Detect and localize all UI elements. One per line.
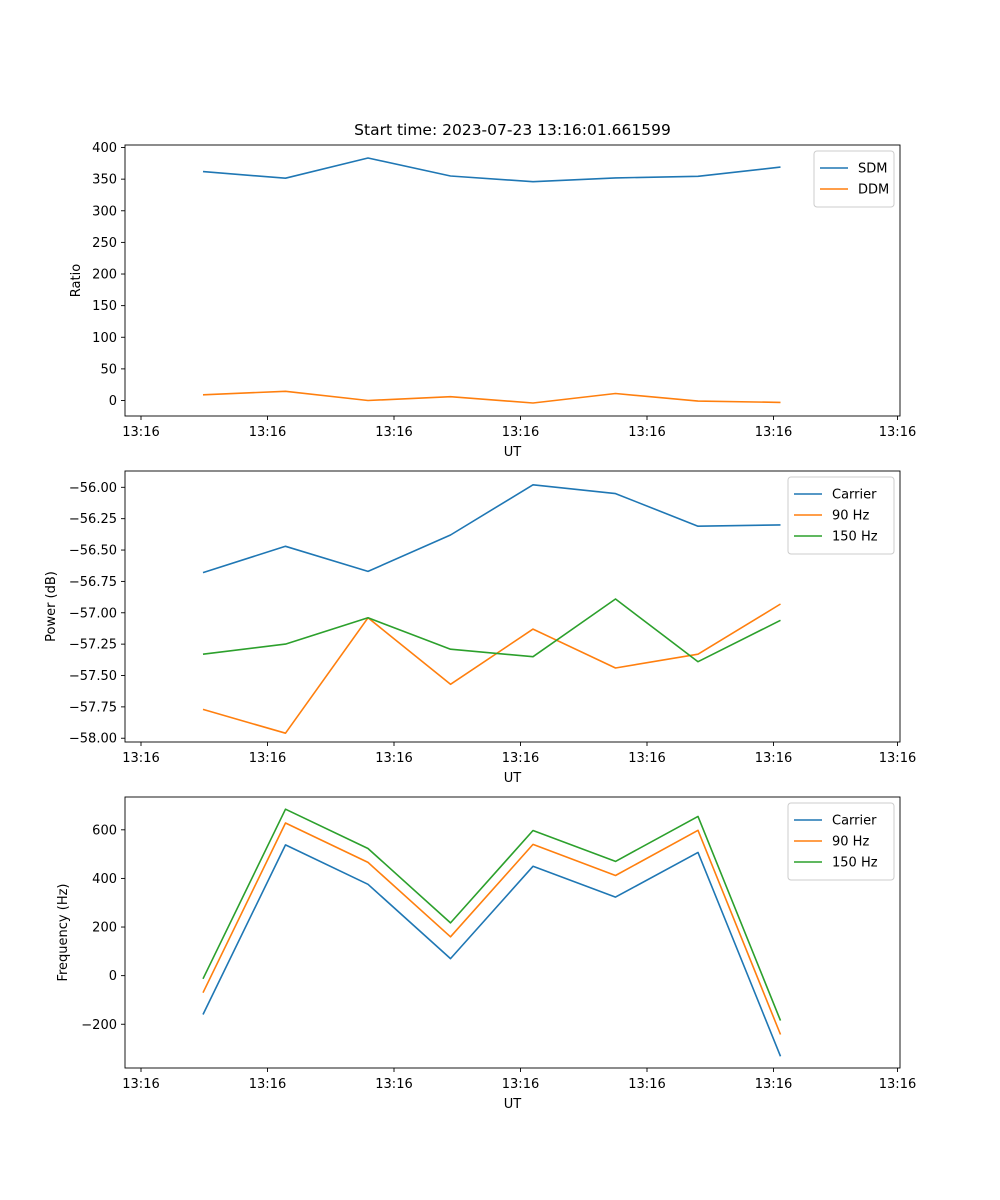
- legend-entry: 90 Hz: [832, 835, 869, 850]
- series-line-carrier: [202, 483, 781, 574]
- y-tick-label: 250: [92, 236, 117, 251]
- y-tick-label: 150: [92, 299, 117, 314]
- y-tick-label: 200: [92, 921, 117, 936]
- y-tick-label: 200: [92, 268, 117, 283]
- y-tick-label: −58.00: [69, 732, 117, 747]
- series-line-90-hz: [202, 822, 782, 1035]
- x-tick-label: 13:16: [375, 425, 412, 440]
- y-axis-label: Ratio: [69, 264, 84, 297]
- series-line-carrier: [202, 844, 782, 1057]
- y-tick-label: −57.75: [69, 700, 117, 715]
- legend-box: [813, 150, 895, 208]
- legend-entry: 90 Hz: [832, 509, 869, 524]
- x-tick-label: 13:16: [628, 425, 665, 440]
- y-tick-label: −56.50: [69, 544, 117, 559]
- y-tick-label: −57.50: [69, 669, 117, 684]
- x-tick-label: 13:16: [879, 1077, 916, 1092]
- y-tick-label: −200: [81, 1018, 117, 1033]
- legend-entry: SDM: [858, 162, 887, 177]
- x-tick-label: 13:16: [249, 1077, 286, 1092]
- x-tick-label: 13:16: [628, 751, 665, 766]
- x-tick-label: 13:16: [122, 1077, 159, 1092]
- x-tick-label: 13:16: [755, 751, 792, 766]
- x-tick-label: 13:16: [249, 425, 286, 440]
- series-line-150-hz: [202, 808, 782, 1021]
- subplot-3: −200 0 200 400 600 13:16 13:16 13:16 13:16 13:16 1…: [56, 796, 916, 1112]
- legend-entry: 150 Hz: [832, 856, 878, 871]
- x-tick-label: 13:16: [755, 1077, 792, 1092]
- axes-frame: [124, 470, 901, 743]
- legend: Carrier 90 Hz 150 Hz: [787, 802, 895, 881]
- x-tick-label: 13:16: [249, 751, 286, 766]
- axes-frame: [124, 144, 901, 417]
- x-tick-label: 13:16: [628, 1077, 665, 1092]
- x-tick-label: 13:16: [502, 1077, 539, 1092]
- y-axis-label: Frequency (Hz): [56, 883, 71, 981]
- subplot-2: −58.00 −57.75 −57.50 −57.25 −57.00 −56.75 −56.…: [44, 470, 916, 786]
- x-axis-label: UT: [504, 771, 522, 786]
- y-tick-label: −57.00: [69, 606, 117, 621]
- x-tick-label: 13:16: [879, 751, 916, 766]
- x-tick-label: 13:16: [122, 751, 159, 766]
- y-axis-label: Power (dB): [44, 571, 59, 642]
- y-tick-label: 600: [92, 823, 117, 838]
- legend: Carrier 90 Hz 150 Hz: [787, 476, 895, 555]
- series-line-ddm: [202, 390, 781, 404]
- legend-entry: DDM: [858, 183, 889, 198]
- axes-frame: [124, 796, 901, 1069]
- x-tick-label: 13:16: [755, 425, 792, 440]
- y-tick-label: 400: [92, 141, 117, 156]
- legend-entry: 150 Hz: [832, 530, 878, 545]
- y-tick-label: 0: [109, 969, 117, 984]
- y-tick-label: 100: [92, 331, 117, 346]
- legend-box: [787, 476, 895, 555]
- x-tick-label: 13:16: [122, 425, 159, 440]
- legend-entry: Carrier: [832, 814, 877, 829]
- y-tick-label: −57.25: [69, 638, 117, 653]
- series-line-150-hz: [202, 598, 781, 663]
- x-tick-label: 13:16: [502, 751, 539, 766]
- y-tick-label: 350: [92, 173, 117, 188]
- x-axis-label: UT: [504, 1097, 522, 1112]
- legend-entry: Carrier: [832, 488, 877, 503]
- y-tick-label: 50: [100, 362, 117, 377]
- x-axis-label: UT: [504, 445, 522, 460]
- x-tick-label: 13:16: [879, 425, 916, 440]
- y-tick-label: −56.75: [69, 575, 117, 590]
- x-tick-label: 13:16: [375, 1077, 412, 1092]
- y-tick-label: −56.00: [69, 481, 117, 496]
- series-line-90-hz: [202, 603, 781, 735]
- y-tick-label: 400: [92, 872, 117, 887]
- chart-title: Start time: 2023-07-23 13:16:01.661599: [354, 121, 671, 139]
- y-tick-label: −56.25: [69, 512, 117, 527]
- legend: SDM DDM: [813, 150, 895, 208]
- x-tick-label: 13:16: [375, 751, 412, 766]
- subplot-1: Start time: 2023-07-23 13:16:01.661599 0 5…: [69, 121, 916, 460]
- legend-box: [787, 802, 895, 881]
- y-tick-label: 300: [92, 204, 117, 219]
- series-line-sdm: [202, 157, 781, 183]
- y-tick-label: 0: [109, 394, 117, 409]
- x-tick-label: 13:16: [502, 425, 539, 440]
